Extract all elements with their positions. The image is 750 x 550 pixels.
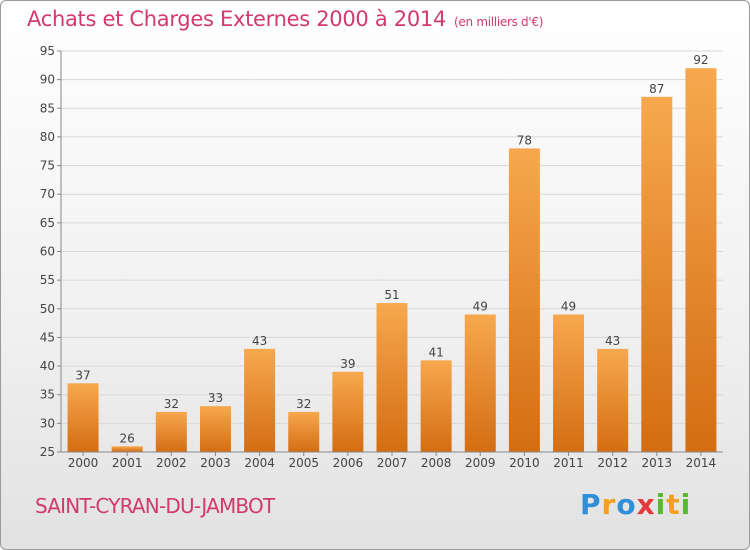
xtick-label-2012: 2012 [597,456,628,470]
data-label-2001: 26 [120,431,135,445]
bar-2007 [376,303,408,452]
ytick-label-50: 50 [40,302,55,316]
ytick-label-90: 90 [40,73,55,87]
title-text: Achats et Charges Externes 2000 à 2014 [27,7,447,31]
xtick-label-2011: 2011 [553,456,584,470]
proxiti-logo: Proxiti [580,488,692,521]
ytick-label-75: 75 [40,159,55,173]
xtick-label-2014: 2014 [686,456,717,470]
chart-unit: (en milliers d'€) [454,15,544,29]
data-label-2013: 87 [649,82,664,96]
xtick-label-2006: 2006 [333,456,364,470]
bar-2005 [288,411,320,452]
data-label-2004: 43 [252,334,267,348]
xtick-label-2001: 2001 [112,456,143,470]
xtick-label-2003: 2003 [200,456,231,470]
xtick-label-2000: 2000 [68,456,99,470]
bar-2013 [641,96,673,452]
bar-2002 [155,411,187,452]
bar-2009 [464,314,496,452]
data-label-2000: 37 [75,368,90,382]
data-label-2014: 92 [693,53,708,67]
bar-layer: 37 26 32 33 43 32 39 51 41 49 78 49 43 87 92 [67,53,717,452]
ytick-label-80: 80 [40,130,55,144]
bar-2006 [332,371,364,452]
xtick-label-2013: 2013 [642,456,673,470]
ytick-label-85: 85 [40,101,55,115]
data-label-2009: 49 [473,300,488,314]
data-label-2006: 39 [340,357,355,371]
xtick-label-2004: 2004 [244,456,275,470]
bar-2000 [67,383,99,452]
xtick-label-2009: 2009 [465,456,496,470]
xtick-label-2005: 2005 [288,456,319,470]
bar-2004 [244,348,276,452]
xtick-label-2007: 2007 [377,456,408,470]
ytick-label-95: 95 [40,44,55,58]
ytick-label-55: 55 [40,273,55,287]
ytick-label-30: 30 [40,416,55,430]
xtick-label-2002: 2002 [156,456,187,470]
ytick-label-60: 60 [40,245,55,259]
data-label-2005: 32 [296,397,311,411]
data-label-2007: 51 [384,288,399,302]
xtick-label-2008: 2008 [421,456,452,470]
axis-layer: 25 30 35 40 45 50 55 60 65 70 75 80 85 90 95 2000 2001 20… [40,44,723,470]
ytick-label-35: 35 [40,388,55,402]
ytick-label-45: 45 [40,330,55,344]
chart-title: Achats et Charges Externes 2000 à 2014 (e… [27,7,543,31]
ytick-label-65: 65 [40,216,55,230]
ytick-label-25: 25 [40,445,55,459]
bar-2012 [597,348,629,452]
bar-2008 [420,360,452,452]
data-label-2008: 41 [428,345,443,359]
bar-2011 [553,314,585,452]
ytick-label-40: 40 [40,359,55,373]
bar-2001 [111,446,143,452]
bar-2010 [508,148,540,452]
data-label-2002: 32 [164,397,179,411]
xtick-label-2010: 2010 [509,456,540,470]
ytick-label-70: 70 [40,187,55,201]
data-label-2012: 43 [605,334,620,348]
bar-2003 [199,406,231,452]
data-label-2011: 49 [561,300,576,314]
city-name: SAINT-CYRAN-DU-JAMBOT [35,494,275,518]
bar-2014 [685,68,717,452]
data-label-2003: 33 [208,391,223,405]
data-label-2010: 78 [517,133,532,147]
